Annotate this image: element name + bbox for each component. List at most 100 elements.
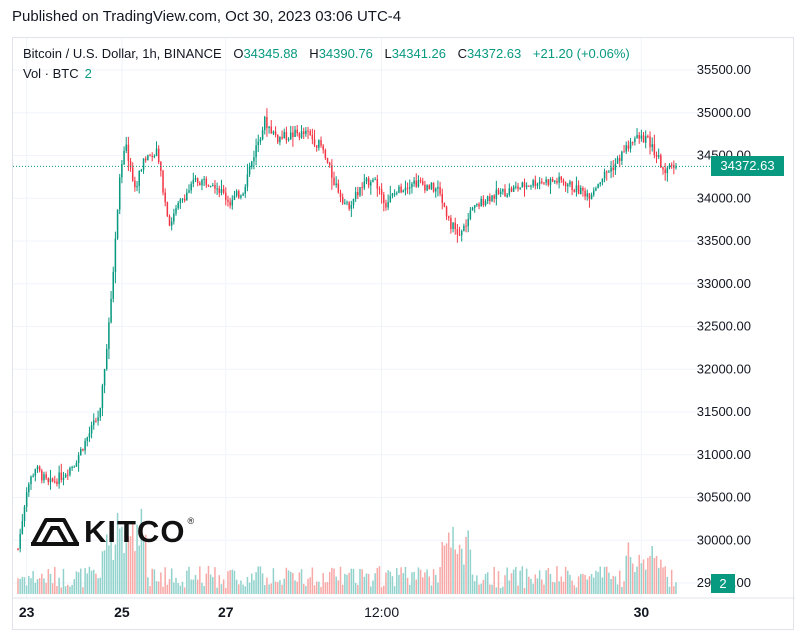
volume-bar <box>71 584 73 594</box>
candle-body <box>575 185 578 192</box>
candle-body <box>582 187 584 191</box>
candle-body <box>263 117 266 131</box>
candle-body <box>294 129 296 137</box>
candle-body <box>642 135 645 143</box>
candle-body <box>64 474 67 478</box>
volume-bar <box>469 549 472 594</box>
volume-bar <box>588 576 591 594</box>
candle-body <box>493 195 495 199</box>
volume-bar <box>651 545 653 594</box>
volume-bar <box>595 570 597 594</box>
volume-bar <box>478 584 480 594</box>
volume-bar <box>240 580 242 594</box>
candle-body <box>675 166 677 168</box>
time-tick-label: 23 <box>19 604 35 620</box>
volume-bar <box>660 559 662 594</box>
candle-body <box>549 179 552 185</box>
volume-bar <box>417 567 420 594</box>
volume-bar <box>640 563 643 594</box>
candle-body <box>69 467 71 475</box>
candle-body <box>469 210 472 219</box>
candle-body <box>201 179 203 186</box>
candle-body <box>58 472 60 485</box>
candle-body <box>34 469 37 476</box>
candle-body <box>244 186 247 194</box>
volume-bar <box>372 580 374 594</box>
candle-body <box>181 198 184 200</box>
volume-value: 2 <box>84 66 92 81</box>
volume-bar <box>292 573 294 594</box>
candle-body <box>551 179 554 182</box>
volume-bar <box>242 584 244 594</box>
registered-mark: ® <box>187 516 195 526</box>
candle-body <box>515 186 517 188</box>
volume-bar <box>551 581 554 594</box>
volume-bar <box>186 570 188 594</box>
candle-body <box>621 151 623 161</box>
volume-bar <box>664 566 666 594</box>
volume-bar <box>131 521 134 594</box>
candle-body <box>402 190 405 193</box>
candle-body <box>417 180 420 187</box>
candle-body <box>320 140 322 146</box>
candle-body <box>426 185 428 191</box>
volume-bar <box>246 576 249 594</box>
volume-bar <box>638 554 640 594</box>
volume-bar <box>452 526 454 594</box>
volume-bar <box>123 553 125 594</box>
candle-body <box>142 158 145 170</box>
candle-body <box>112 272 114 299</box>
volume-bar <box>603 566 606 594</box>
candle-body <box>396 192 398 194</box>
volume-bar <box>491 584 493 594</box>
candle-body <box>21 521 24 534</box>
last-price-tag: 34372.63 <box>711 156 784 176</box>
volume-bar <box>432 569 435 594</box>
candle-body <box>638 135 640 139</box>
volume-bar <box>121 526 123 594</box>
candle-body <box>571 181 573 191</box>
volume-bar <box>614 576 617 594</box>
volume-bar <box>75 571 78 594</box>
volume-bar <box>538 570 541 594</box>
volume-bar <box>335 576 337 594</box>
volume-bar <box>605 566 608 594</box>
volume-bar <box>666 576 669 594</box>
candle-body <box>534 180 537 186</box>
volume-bar <box>263 585 266 594</box>
volume-bar <box>279 580 281 594</box>
kitco-wordmark: KITCO <box>84 514 186 549</box>
candle-body <box>41 470 43 481</box>
volume-bar <box>623 581 625 594</box>
volume-bar <box>101 551 104 594</box>
volume-bar <box>649 555 651 594</box>
volume-bar <box>23 577 26 594</box>
volume-bar <box>84 568 86 594</box>
candle-body <box>54 481 56 483</box>
volume-bar <box>586 579 589 594</box>
chart-frame[interactable] <box>12 37 794 630</box>
candle-body <box>114 238 117 273</box>
volume-bar <box>21 577 24 594</box>
candle-body <box>354 192 357 199</box>
candle-body <box>545 179 547 183</box>
volume-bar <box>428 576 431 594</box>
volume-bar <box>32 570 34 594</box>
candle-body <box>326 157 329 163</box>
volume-bar <box>118 528 121 594</box>
candle-body <box>166 202 169 217</box>
candle-body <box>203 178 205 180</box>
candle-body <box>458 234 461 236</box>
candle-body <box>49 478 52 483</box>
volume-bar <box>653 557 656 594</box>
volume-bar <box>149 586 151 594</box>
candle-body <box>251 161 253 167</box>
candle-body <box>261 130 264 140</box>
candle-body <box>471 207 474 211</box>
candle-body <box>588 193 591 199</box>
volume-bar <box>389 571 392 594</box>
candle-body <box>287 139 290 141</box>
symbol-title: Bitcoin / U.S. Dollar, 1h, BINANCE <box>23 46 222 61</box>
volume-bar <box>374 573 376 594</box>
